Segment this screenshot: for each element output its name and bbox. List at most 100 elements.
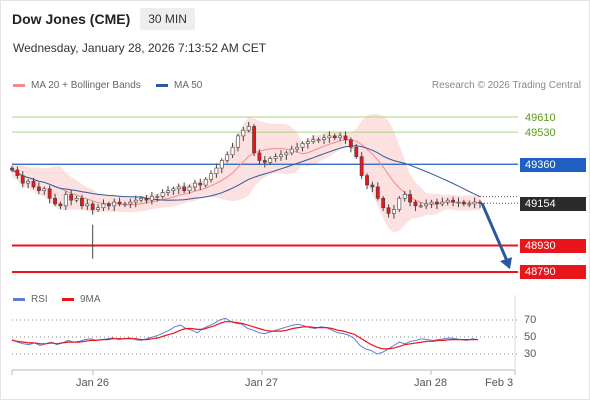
candle-body (451, 199, 456, 203)
candle-body (370, 184, 375, 188)
candle-body (456, 201, 461, 204)
forecast-arrow-shaft (480, 202, 510, 264)
level-label-49530: 49530 (525, 127, 556, 139)
candle-body (106, 203, 111, 207)
level-label-49360: 49360 (520, 158, 586, 172)
candle-body (295, 146, 300, 150)
candle-body (257, 152, 262, 161)
candle-body (273, 156, 278, 159)
forecast-arrow-head (500, 257, 512, 270)
rsi-level-50: 50 (524, 331, 537, 343)
candle-body (139, 197, 144, 201)
candle-body (424, 203, 429, 207)
candle-body (311, 139, 316, 142)
legend-label-bollinger: MA 20 + Bollinger Bands (31, 80, 141, 91)
candle-body (133, 199, 138, 203)
last-price-label: 49154 (520, 197, 586, 211)
chart-header: Dow Jones (CME) 30 MIN (12, 8, 195, 30)
legend-item-bollinger: MA 20 + Bollinger Bands (13, 80, 141, 91)
candle-body (74, 197, 79, 201)
candle-body (332, 135, 337, 139)
candle-body (392, 209, 396, 214)
candle-body (375, 186, 380, 199)
candle-body (10, 167, 14, 171)
candle-body (300, 143, 305, 148)
rsi-line (11, 317, 479, 355)
candle-body (63, 194, 68, 207)
candle-body (440, 201, 445, 205)
candle-body (166, 190, 170, 193)
rsi-ma-swatch (62, 298, 74, 301)
x-tick-feb3: Feb 3 (485, 377, 514, 389)
ma20-line (11, 139, 480, 206)
candle-body (246, 126, 251, 131)
candle-body (160, 192, 165, 197)
candle-body (435, 201, 439, 205)
candle-body (343, 135, 348, 140)
rsi-ma-legend-label: 9MA (80, 294, 101, 305)
ma50-line (11, 145, 481, 201)
candle-body (230, 146, 235, 156)
rsi-ma-legend-item: 9MA (62, 294, 101, 305)
candle-body (112, 201, 117, 207)
candle-body (429, 201, 434, 205)
x-tick-jan28: Jan 28 (414, 377, 448, 389)
rsi-legend-item: RSI (13, 294, 48, 305)
candle-body (279, 154, 283, 157)
candle-body (219, 160, 224, 169)
candle-body (42, 188, 47, 192)
candle-body (225, 154, 230, 161)
candle-body (144, 197, 149, 201)
candle-body (381, 197, 386, 209)
candle-body (187, 186, 192, 192)
rsi-level-30: 30 (524, 348, 537, 360)
x-tick-jan27: Jan 27 (245, 377, 279, 389)
candle-body (359, 156, 364, 176)
candle-body (402, 194, 407, 199)
legend-item-ma50: MA 50 (156, 80, 202, 91)
candle-body (284, 152, 289, 156)
timeframe-badge[interactable]: 30 MIN (140, 8, 195, 30)
candle-body (354, 146, 359, 157)
candle-body (192, 182, 197, 188)
candle-body (348, 139, 353, 148)
candle-body (155, 196, 160, 198)
candle-body (338, 135, 343, 139)
candle-body (101, 203, 106, 209)
candle-body (117, 201, 122, 205)
candle-body (123, 203, 127, 206)
candle-body (413, 201, 418, 207)
candle-body (47, 188, 52, 199)
candle-body (418, 205, 423, 208)
instrument-title: Dow Jones (CME) (12, 11, 131, 27)
level-label-48930: 48930 (520, 239, 586, 253)
candle-body (241, 129, 246, 137)
candle-body (15, 169, 20, 176)
candle-body (289, 148, 294, 154)
bollinger-swatch (13, 84, 25, 87)
candle-body (26, 180, 31, 184)
legend-label-ma50: MA 50 (174, 80, 203, 91)
level-label-48790: 48790 (520, 265, 586, 279)
candle-body (90, 203, 95, 210)
candle-body (96, 207, 100, 210)
candle-body (149, 196, 154, 201)
rsi-legend-label: RSI (31, 294, 48, 305)
candle-body (386, 207, 391, 214)
candle-body (203, 179, 208, 186)
candle-body (176, 186, 181, 190)
candle-body (467, 203, 472, 206)
candle-body (365, 175, 369, 186)
candle-body (128, 201, 133, 205)
candle-body (214, 167, 219, 175)
candle-body (236, 135, 240, 148)
x-tick-jan26: Jan 26 (76, 377, 110, 389)
candle-body (85, 203, 90, 207)
candle-body (31, 180, 36, 188)
datetime-label: Wednesday, January 28, 2026 7:13:52 AM C… (13, 41, 267, 55)
rsi-level-70: 70 (524, 314, 537, 326)
candle-body (397, 197, 402, 210)
candle-body (316, 139, 321, 141)
candle-body (305, 141, 310, 144)
